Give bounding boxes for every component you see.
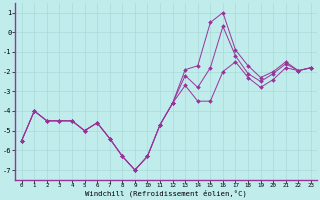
X-axis label: Windchill (Refroidissement éolien,°C): Windchill (Refroidissement éolien,°C) [85,190,247,197]
